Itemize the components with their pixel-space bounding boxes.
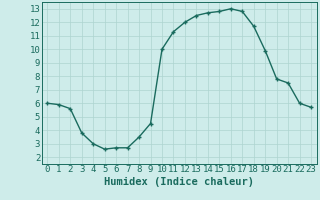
- X-axis label: Humidex (Indice chaleur): Humidex (Indice chaleur): [104, 177, 254, 187]
